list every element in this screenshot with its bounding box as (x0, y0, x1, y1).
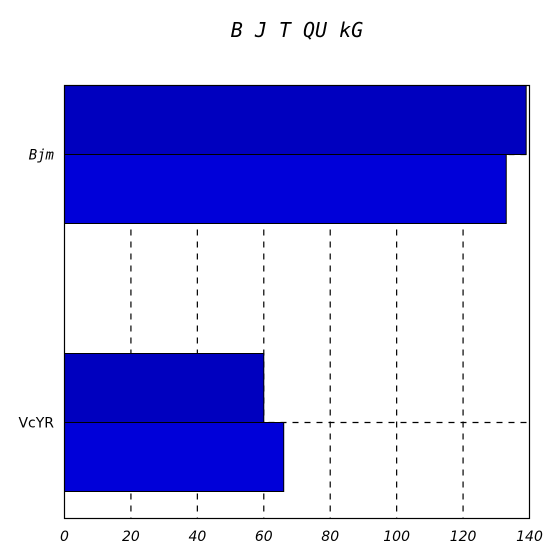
bar-bjm-2 (64, 154, 507, 224)
x-axis-ticks: 0 20 40 60 80 100 120 140 (60, 529, 543, 545)
x-tick-label: 20 (122, 529, 140, 545)
chart-title: B J T QU kG (231, 18, 363, 42)
category-label: VcYR (18, 416, 54, 432)
bar-vcyr-2 (64, 422, 285, 492)
category-label: Bjm (29, 148, 55, 164)
x-tick-label: 40 (188, 529, 206, 545)
x-tick-label: 140 (516, 529, 543, 545)
x-tick-label: 120 (450, 529, 477, 545)
x-tick-label: 60 (255, 529, 273, 545)
bar-bjm-1 (64, 85, 527, 155)
bars (64, 85, 527, 492)
x-tick-label: 100 (383, 529, 410, 545)
category-labels: Bjm VcYR (18, 148, 54, 432)
x-tick-label: 0 (60, 529, 69, 545)
bar-vcyr-1 (64, 353, 265, 423)
plot-frame (63, 84, 531, 520)
x-tick-label: 80 (321, 529, 339, 545)
